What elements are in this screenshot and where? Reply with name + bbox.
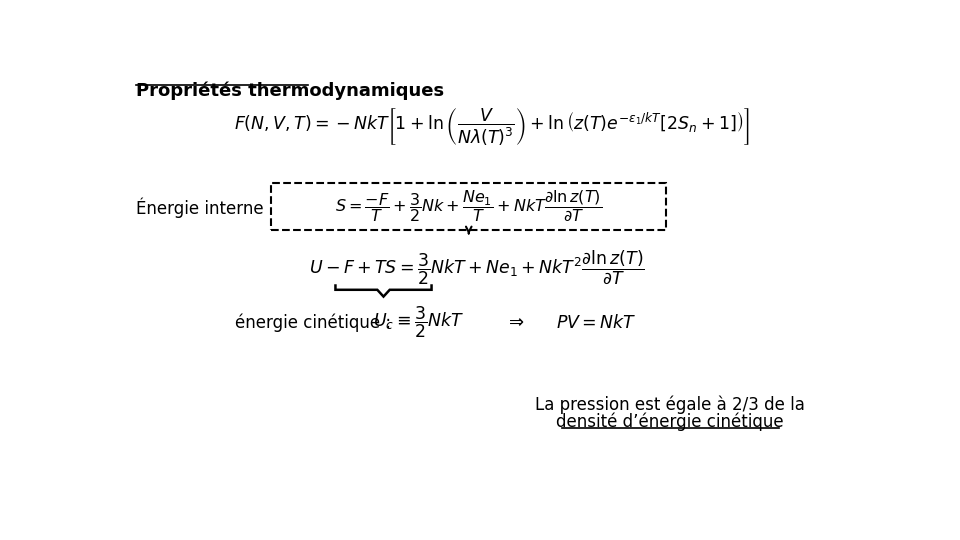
Text: $S = \dfrac{-F}{T} + \dfrac{3}{2}Nk + \dfrac{Ne_1}{T} + NkT\dfrac{\partial \ln z: $S = \dfrac{-F}{T} + \dfrac{3}{2}Nk + \d… <box>335 189 602 224</box>
Text: $U_c \equiv \dfrac{3}{2}NkT$: $U_c \equiv \dfrac{3}{2}NkT$ <box>372 305 464 340</box>
Text: $\Rightarrow$: $\Rightarrow$ <box>505 312 525 330</box>
Text: densité d’énergie cinétique: densité d’énergie cinétique <box>557 413 784 431</box>
Text: $U - F + TS = \dfrac{3}{2}NkT + Ne_1 + NkT^2\dfrac{\partial \ln z(T)}{\partial T: $U - F + TS = \dfrac{3}{2}NkT + Ne_1 + N… <box>308 248 644 286</box>
Text: énergie cinétique :: énergie cinétique : <box>234 314 396 332</box>
Text: La pression est égale à 2/3 de la: La pression est égale à 2/3 de la <box>536 396 805 414</box>
Text: $F(N,V,T) = -NkT\left[1 + \ln\left(\dfrac{V}{N\lambda(T)^3}\right) + \ln\left(z(: $F(N,V,T) = -NkT\left[1 + \ln\left(\dfra… <box>234 106 750 147</box>
Text: Propriétés thermodynamiques: Propriétés thermodynamiques <box>135 82 444 100</box>
Text: $PV = NkT$: $PV = NkT$ <box>557 314 636 332</box>
FancyBboxPatch shape <box>271 183 666 231</box>
Text: Énergie interne: Énergie interne <box>135 197 263 218</box>
